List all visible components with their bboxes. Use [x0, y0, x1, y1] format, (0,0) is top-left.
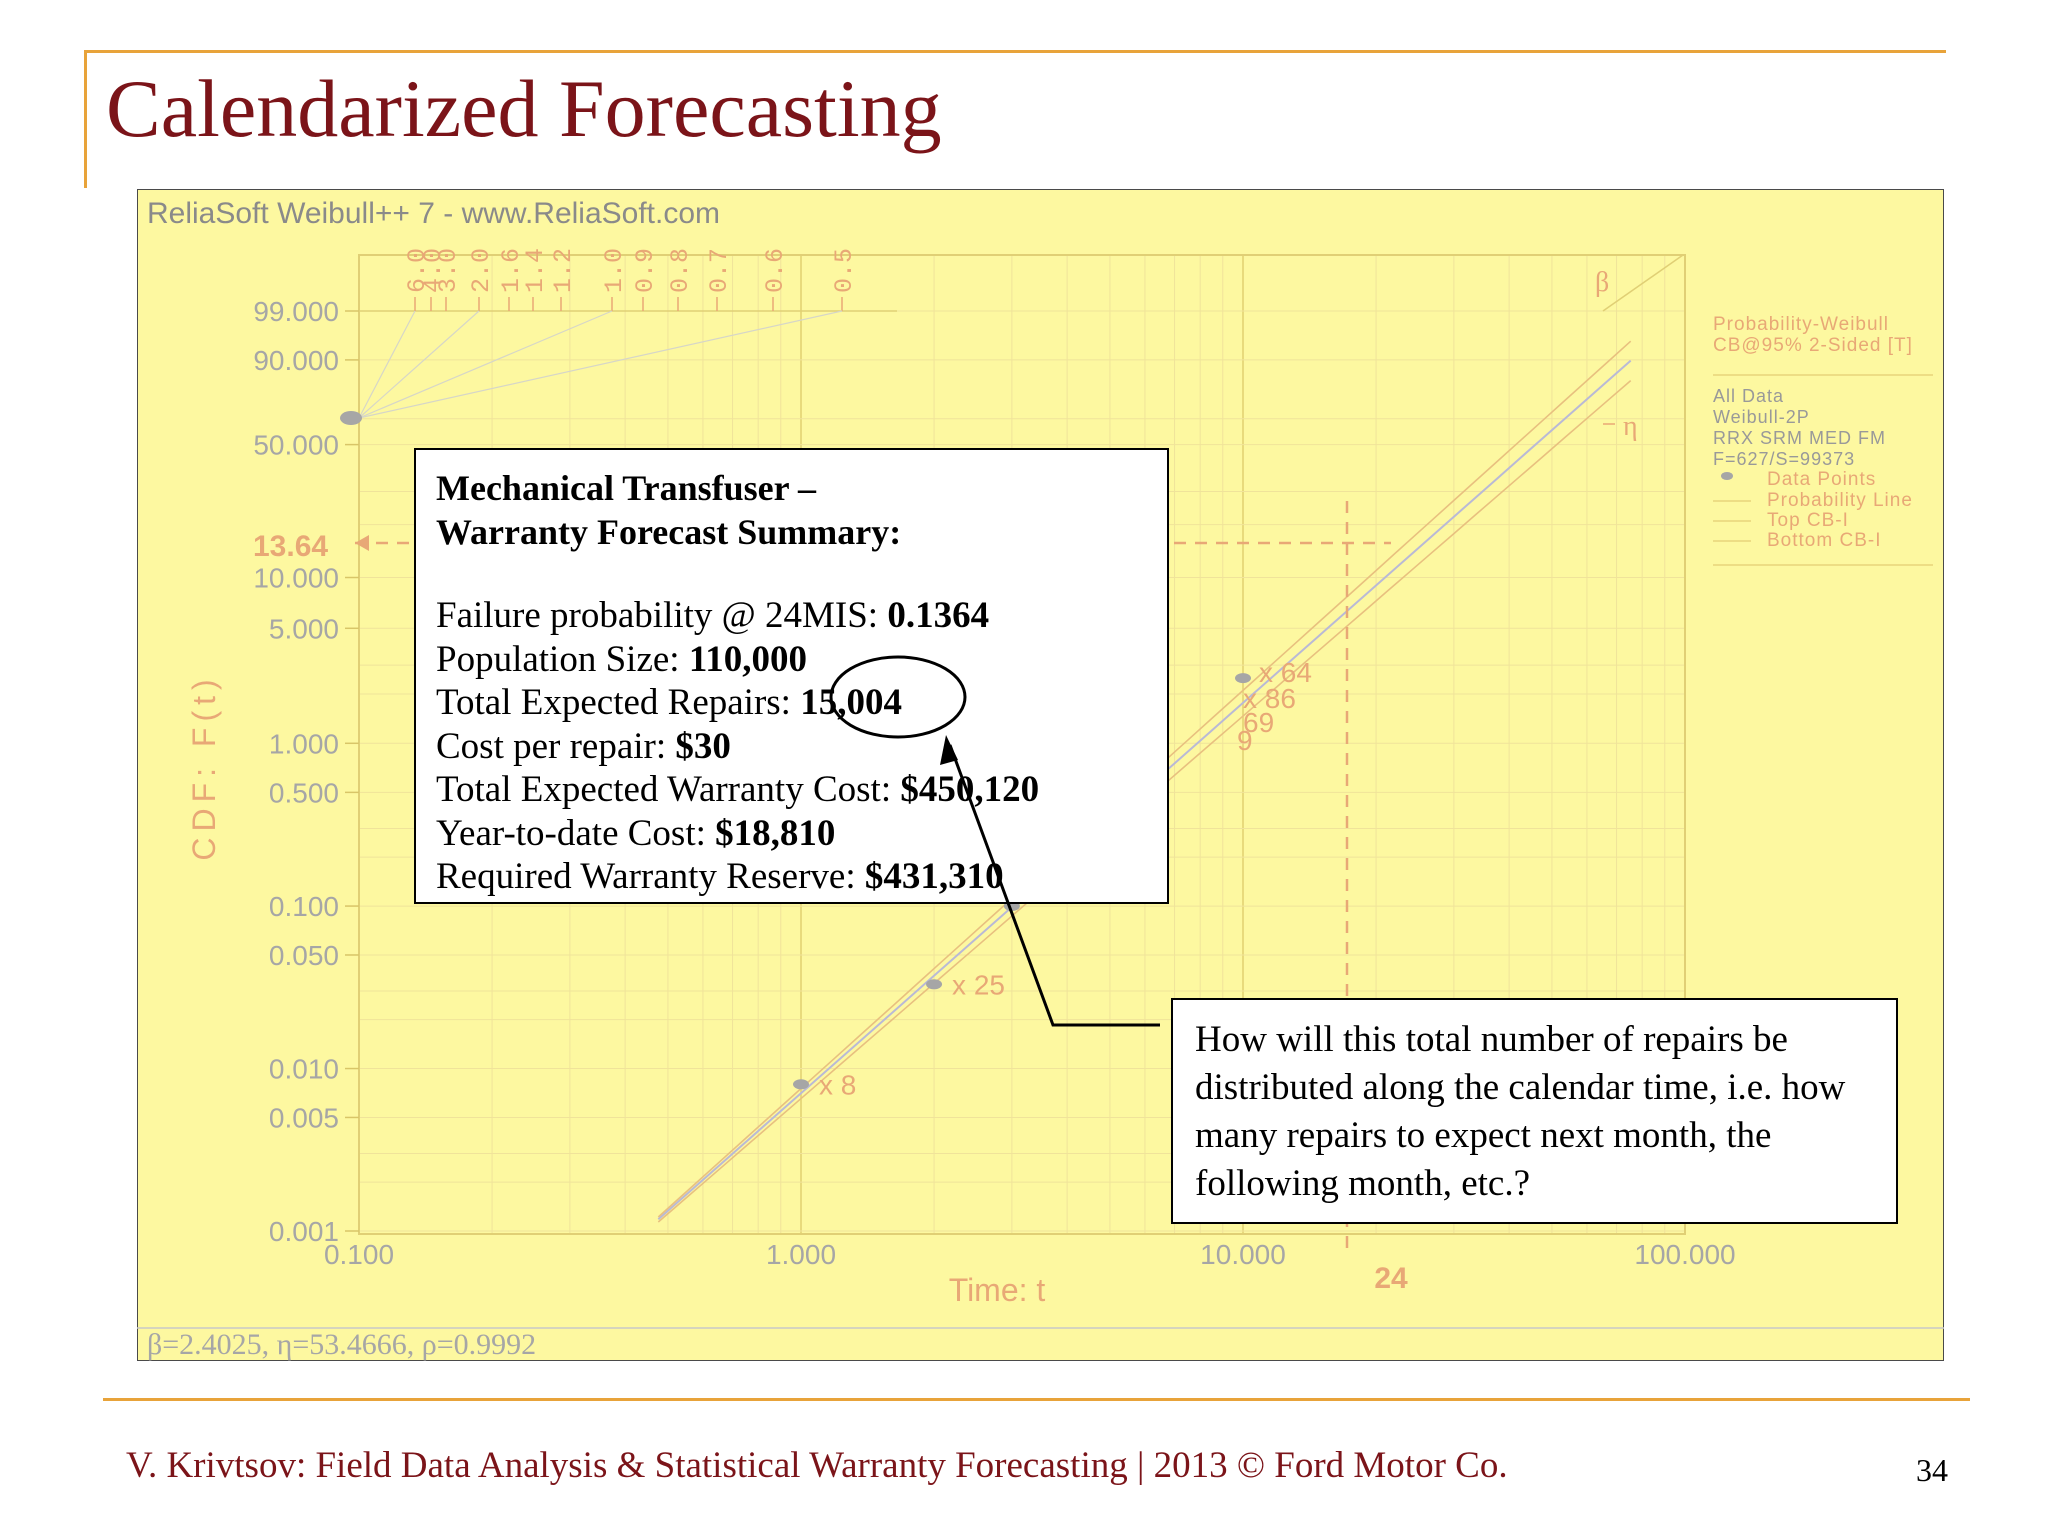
x-tick-label: 0.100 [324, 1239, 394, 1270]
beta-scale-label: 3.0 [434, 248, 463, 293]
beta-scale-ray [358, 310, 843, 419]
beta-scale-label: 0.7 [705, 248, 734, 293]
legend-entry-bottom-cb: Bottom CB-I [1767, 530, 1881, 551]
beta-scale-label: 2.0 [467, 248, 496, 293]
legend-header-2: CB@95% 2-Sided [T] [1713, 335, 1913, 356]
x-axis-ticks: 0.100 1.000 10.000 100.000 [324, 1239, 1736, 1270]
footer-citation: V. Krivtsov: Field Data Analysis & Stati… [126, 1445, 1508, 1486]
title-top-rule [84, 50, 1946, 53]
summary-row-total-expected-repairs: Total Expected Repairs: 15,004 [436, 682, 902, 723]
y-tick-label: 10.000 [253, 563, 339, 594]
title-left-rule [84, 50, 87, 188]
y-tick-label: 0.050 [269, 940, 339, 971]
beta-scale-label: 0.5 [830, 248, 859, 293]
legend-data-point-swatch [1721, 472, 1733, 480]
beta-scale-label: 1.0 [600, 248, 629, 293]
y-tick-label: 99.000 [253, 296, 339, 327]
y-tick-label: 90.000 [253, 345, 339, 376]
y-tick-label: 0.005 [269, 1102, 339, 1133]
data-point-label: 9 [1237, 725, 1253, 756]
beta-scale-label: 1.6 [497, 248, 526, 293]
summary-row-required-reserve: Required Warranty Reserve: $431,310 [436, 856, 1004, 897]
y-tick-label: 1.000 [269, 728, 339, 759]
beta-scale-label: 1.4 [521, 248, 550, 293]
beta-scale-label: 0.9 [631, 248, 660, 293]
plot-area-frame [358, 254, 1686, 1235]
y-tick-label: 50.000 [253, 430, 339, 461]
summary-row-cost-per-repair: Cost per repair: $30 [436, 725, 731, 767]
data-point-label: x 64 [1259, 657, 1312, 688]
legend-info-2: Weibull-2P [1713, 407, 1810, 427]
beta-scale-label: 4.0 [419, 248, 448, 293]
y-tick-label: 0.001 [269, 1216, 339, 1247]
data-point [793, 1079, 809, 1090]
weibull-parameters: β=2.4025, η=53.4666, ρ=0.9992 [147, 1328, 536, 1361]
y-tick-label: 0.010 [269, 1054, 339, 1085]
summary-row-failure-probability: Failure probability @ 24MIS: 0.1364 [436, 595, 990, 636]
plot-top-slant [1602, 254, 1684, 312]
legend-info-4: F=627/S=99373 [1713, 449, 1855, 469]
chart-legend: Probability-Weibull CB@95% 2-Sided [T] A… [1713, 314, 1933, 566]
legend-info-1: All Data [1713, 386, 1784, 406]
legend-header-1: Probability-Weibull [1713, 314, 1889, 335]
beta-scale-label: 0.8 [666, 248, 695, 293]
data-point-label: x 25 [952, 969, 1005, 1000]
eta-symbol: η [1623, 411, 1638, 442]
x-tick-label: 10.000 [1200, 1239, 1286, 1270]
y-tick-label: 5.000 [269, 613, 339, 644]
chart-software-title: ReliaSoft Weibull++ 7 - www.ReliaSoft.co… [147, 197, 720, 230]
x-tick-label: 100.000 [1634, 1239, 1735, 1270]
beta-scale-label: 1.2 [549, 248, 578, 293]
question-callout-box: How will this total number of repairs be… [1171, 998, 1898, 1224]
summary-row-total-warranty-cost: Total Expected Warranty Cost: $450,120 [436, 769, 1040, 810]
beta-scale-ray [358, 310, 480, 419]
data-point-label: x 86 [1243, 683, 1296, 714]
annotation-arrowhead [355, 535, 369, 551]
summary-heading-line1: Mechanical Transfuser – [436, 468, 816, 508]
beta-scale-ray [358, 310, 613, 419]
data-point [1235, 673, 1251, 684]
beta-scale-pivot [340, 411, 362, 425]
data-point [926, 979, 943, 990]
footer-rule [103, 1398, 1970, 1401]
warranty-summary-box: Mechanical Transfuser – Warranty Forecas… [414, 448, 1169, 904]
y-axis-label: CDF: F(t) [186, 673, 222, 860]
beta-scale-ray [358, 310, 416, 419]
summary-row-population-size: Population Size: 110,000 [436, 638, 808, 680]
y-tick-label: 0.100 [269, 891, 339, 922]
y-axis-ticks: 99.000 90.000 50.000 10.000 5.000 1.000 0.500 0… [253, 296, 359, 1247]
slide-title: Calendarized Forecasting [106, 63, 942, 154]
page-number: 34 [1916, 1452, 1948, 1488]
y-tick-label: 0.500 [269, 777, 339, 808]
x-tick-label: 1.000 [766, 1239, 836, 1270]
legend-entry-data-points: Data Points [1767, 469, 1876, 490]
beta-scale: 6.04.03.0 2.0 1.61.4 1.2 1.0 0.9 0.8 0.7 0.6 0.5 [340, 248, 897, 425]
legend-entry-top-cb: Top CB-I [1767, 510, 1849, 531]
beta-scale-label: 6.0 [403, 248, 432, 293]
beta-symbol: β [1595, 267, 1609, 298]
legend-entry-probability-line: Probability Line [1767, 490, 1913, 511]
data-point-label: 69 [1243, 707, 1274, 738]
x-axis-label: Time: t [949, 1272, 1046, 1308]
data-point-label: x 8 [819, 1069, 856, 1100]
legend-info-3: RRX SRM MED FM [1713, 428, 1886, 448]
annotation-x-label: 24 [1374, 1262, 1408, 1295]
summary-heading-line2: Warranty Forecast Summary: [436, 512, 902, 552]
summary-row-year-to-date-cost: Year-to-date Cost: $18,810 [436, 812, 836, 854]
beta-scale-label: 0.6 [761, 248, 790, 293]
annotation-y-label: 13.64 [253, 530, 328, 563]
